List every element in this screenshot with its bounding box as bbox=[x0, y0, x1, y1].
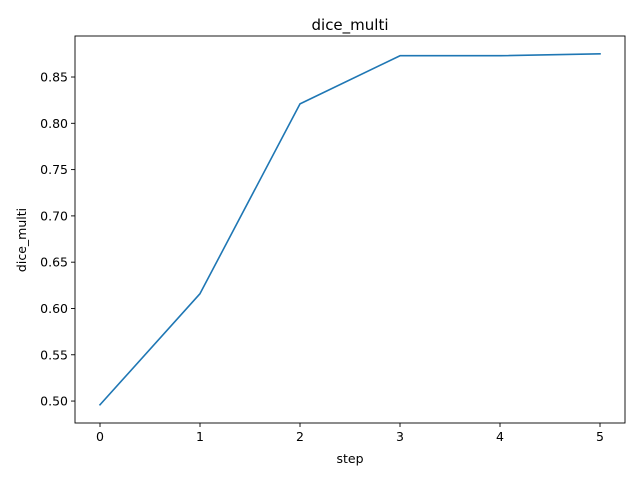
x-axis-label: step bbox=[336, 451, 363, 466]
y-tick-label: 0.80 bbox=[40, 116, 68, 131]
x-tick-label: 0 bbox=[96, 429, 104, 444]
y-tick-label: 0.60 bbox=[40, 301, 68, 316]
chart-title: dice_multi bbox=[312, 16, 389, 35]
series-line bbox=[98, 53, 601, 406]
x-tick-label: 2 bbox=[296, 429, 304, 444]
y-tick-label: 0.65 bbox=[40, 255, 68, 270]
y-tick-label: 0.75 bbox=[40, 162, 68, 177]
y-tick-label: 0.85 bbox=[40, 70, 68, 85]
x-tick-label: 3 bbox=[396, 429, 404, 444]
y-tick-label: 0.70 bbox=[40, 208, 68, 223]
x-axis-ticks: 0 1 2 3 4 5 bbox=[96, 423, 604, 444]
y-axis-label: dice_multi bbox=[14, 208, 29, 272]
y-tick-label: 0.50 bbox=[40, 394, 68, 409]
y-tick-label: 0.55 bbox=[40, 347, 68, 362]
x-tick-label: 5 bbox=[596, 429, 604, 444]
x-tick-label: 4 bbox=[496, 429, 504, 444]
x-tick-label: 1 bbox=[196, 429, 204, 444]
plot-frame bbox=[74, 35, 626, 424]
plot-area bbox=[98, 53, 601, 406]
y-axis-ticks: 0.50 0.55 0.60 0.65 0.70 0.75 0.80 0.85 bbox=[40, 70, 75, 409]
